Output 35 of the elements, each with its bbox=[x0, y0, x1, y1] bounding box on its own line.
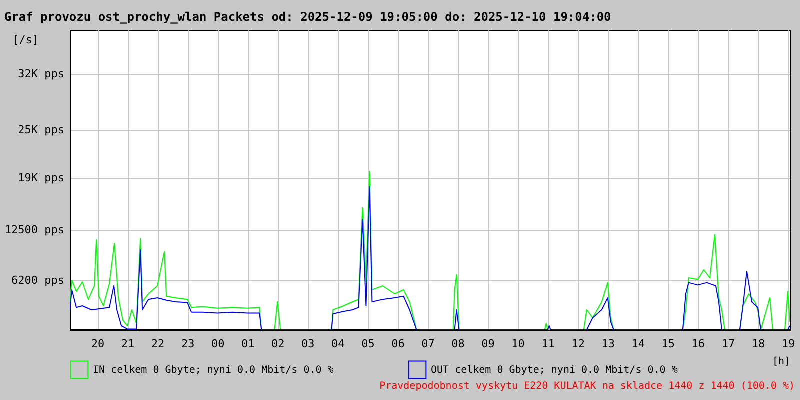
x-tick-label: 13 bbox=[602, 338, 615, 350]
x-tick-label: 10 bbox=[512, 338, 525, 350]
x-tick-label: 11 bbox=[542, 338, 555, 350]
x-tick-label: 22 bbox=[151, 338, 165, 350]
x-tick-label: 08 bbox=[452, 338, 465, 350]
x-tick-label: 15 bbox=[662, 338, 676, 350]
x-tick-label: 07 bbox=[422, 338, 435, 350]
text: Pravdepodobnost vyskytu E220 KULATAK na skladce 1440 z 1440 (100.0 %) bbox=[380, 381, 795, 392]
x-tick-label: 04 bbox=[332, 338, 346, 350]
x-tick-label: 02 bbox=[272, 338, 285, 350]
y-tick-label: 32K pps bbox=[18, 68, 64, 80]
x-tick-label: 12 bbox=[572, 338, 585, 350]
x-tick-label: 17 bbox=[722, 338, 736, 350]
x-tick-label: 01 bbox=[242, 338, 255, 350]
y-tick-label: 12500 pps bbox=[4, 224, 64, 236]
x-tick-label: 21 bbox=[121, 338, 135, 350]
x-tick-label: 06 bbox=[392, 338, 405, 350]
legend-label: OUT celkem 0 Gbyte; nyní 0.0 Mbit/s 0.0 % bbox=[431, 364, 678, 376]
x-tick-label: 23 bbox=[181, 338, 195, 350]
x-tick-label: 16 bbox=[692, 338, 706, 350]
x-tick-label: 14 bbox=[632, 338, 646, 350]
y-axis-title: [/s] bbox=[12, 34, 39, 46]
x-tick-label: 20 bbox=[91, 338, 105, 350]
y-tick-label: 19K pps bbox=[18, 172, 64, 184]
x-tick-label: 00 bbox=[211, 338, 225, 350]
x-tick-label: 09 bbox=[482, 338, 495, 350]
legend-label: IN celkem 0 Gbyte; nyní 0.0 Mbit/s 0.0 % bbox=[93, 364, 334, 376]
x-tick-label: 18 bbox=[752, 338, 766, 350]
x-tick-label: 05 bbox=[362, 338, 375, 350]
x-axis-title: [h] bbox=[772, 356, 790, 368]
y-tick-label: 6200 pps bbox=[12, 274, 64, 287]
x-tick-label: 19 bbox=[782, 338, 796, 350]
y-tick-label: 25K pps bbox=[18, 124, 64, 136]
x-tick-label: 03 bbox=[302, 338, 315, 350]
chart-title: Graf provozu ost_prochy_wlan Packets od: 2025-12-09 19:05:00 do: 2025-12-10 19:04:00 bbox=[4, 10, 612, 24]
